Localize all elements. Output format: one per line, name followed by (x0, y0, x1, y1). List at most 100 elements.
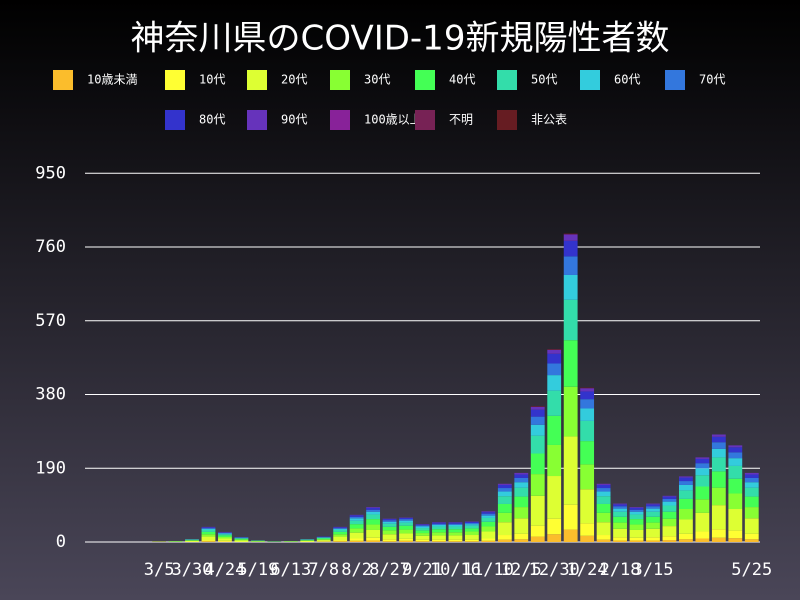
bar-segment (695, 475, 710, 487)
y-tick-label: 380 (35, 385, 66, 405)
bar-segment (448, 526, 463, 530)
bar-segment (563, 340, 578, 387)
bar-segment (497, 484, 512, 489)
bar-segment (563, 240, 578, 257)
bar-segment (514, 496, 529, 508)
bar-segment (448, 541, 463, 542)
legend-swatch (415, 70, 435, 90)
legend-swatch (330, 70, 350, 90)
bar-segment (711, 436, 726, 443)
bar-segment (580, 489, 595, 524)
bar-segment (382, 523, 397, 527)
bar-segment (366, 529, 381, 538)
bar-segment (679, 498, 693, 510)
bar-segment (547, 415, 562, 445)
bar-segment (382, 526, 397, 531)
bar-segment (596, 522, 611, 536)
bar-segment (218, 540, 232, 542)
bar-segment (580, 464, 595, 490)
bar-segment (596, 483, 611, 485)
bar-segment (728, 458, 743, 466)
y-tick-label: 760 (35, 237, 66, 257)
bar-segment (613, 537, 627, 541)
bar-segment (613, 504, 627, 507)
bar-segment (514, 507, 529, 519)
x-tick-label: 3/5 (144, 560, 175, 580)
bar-segment (218, 534, 232, 536)
bar-segment (349, 532, 364, 539)
bar-segment (711, 471, 726, 488)
bar-segment (366, 507, 381, 510)
bar-segment (497, 512, 512, 523)
bar-segment (366, 540, 381, 542)
bar-segment (349, 540, 364, 542)
legend-swatch (497, 110, 517, 130)
bar-segment (201, 541, 216, 542)
bar-segment (596, 503, 611, 513)
bar-segment (481, 538, 496, 541)
bar-segment (530, 424, 545, 436)
bar-segment (629, 524, 644, 530)
bar-segment (464, 539, 479, 542)
bar-segment (432, 526, 446, 530)
bar-segment (728, 445, 743, 448)
bar-segment (613, 522, 627, 529)
bar-segment (662, 536, 677, 541)
bar-segment (448, 522, 463, 524)
bar-segment (646, 503, 660, 505)
bar-segment (415, 533, 430, 536)
bar-segment (464, 525, 479, 529)
bar-segment (432, 522, 446, 524)
bar-segment (399, 522, 413, 526)
bar-segment (366, 509, 381, 512)
bar-segment (629, 509, 644, 512)
bar-segment (218, 536, 232, 539)
x-tick-label: 2/18 (600, 560, 641, 580)
bar-segment (530, 416, 545, 425)
bar-segment (481, 517, 496, 522)
bar-segment (349, 528, 364, 533)
bar-segment (399, 538, 413, 541)
bar-segment (596, 535, 611, 540)
bar-segment (497, 483, 512, 485)
legend-label: 100歳以上 (364, 113, 422, 127)
bar-segment (695, 457, 710, 459)
legend-label: 70代 (699, 73, 725, 87)
bar-segment (514, 482, 529, 488)
bar-segment (728, 452, 743, 459)
bar-segment (497, 535, 512, 540)
bar-segment (530, 406, 545, 410)
bar-segment (432, 523, 446, 525)
bar-segment (629, 514, 644, 520)
bar-segment (349, 524, 364, 529)
bar-segment (744, 482, 759, 488)
x-tick-label: 3/15 (633, 560, 674, 580)
bar-segment (679, 490, 693, 499)
bar-segment (711, 448, 726, 458)
bar-segment (679, 484, 693, 491)
bar-segment (201, 529, 216, 532)
bar-segment (662, 518, 677, 527)
bar-segment (349, 516, 364, 519)
bar-segment (201, 540, 216, 542)
bar-segment (399, 517, 413, 520)
bar-segment (382, 519, 397, 521)
bar-segment (481, 526, 496, 532)
bar-segment (530, 495, 545, 526)
bar-segment (382, 534, 397, 540)
x-tick-label: 8/2 (341, 560, 372, 580)
bar-segment (662, 498, 677, 502)
bar-segment (728, 465, 743, 479)
bar-segment (481, 521, 496, 527)
bar-segment (464, 524, 479, 526)
bar-segment (744, 507, 759, 519)
bar-segment (613, 508, 627, 512)
bar-segment (744, 539, 759, 542)
bar-segment (728, 538, 743, 542)
bar-segment (201, 536, 216, 541)
bar-segment (415, 530, 430, 534)
bar-segment (646, 511, 660, 517)
bar-segment (744, 533, 759, 540)
bar-segment (613, 516, 627, 523)
bar-segment (514, 472, 529, 475)
